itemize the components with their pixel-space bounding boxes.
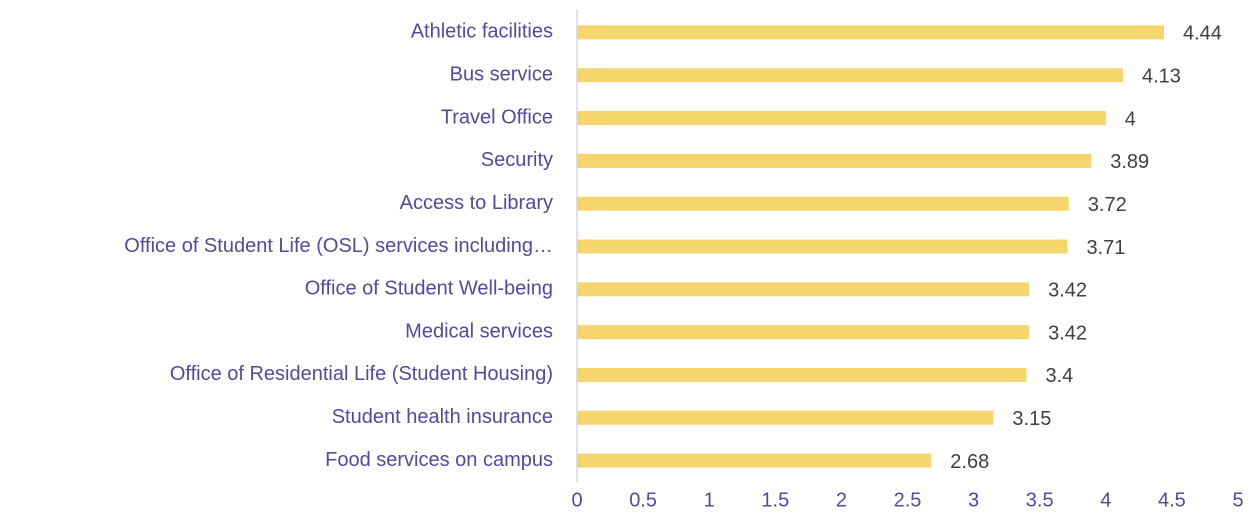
bar: [577, 367, 1027, 382]
value-label: 4.13: [1142, 66, 1181, 88]
x-tick-label: 3: [968, 489, 979, 511]
x-tick-label: 3.5: [1026, 489, 1054, 511]
x-tick-label: 1: [704, 489, 715, 511]
bar: [577, 153, 1092, 168]
y-tick-label: Medical services: [405, 320, 553, 342]
y-tick-label: Office of Student Well-being: [305, 278, 553, 300]
x-tick-label: 5: [1232, 489, 1243, 511]
y-tick-label: Food services on campus: [325, 449, 553, 471]
bar: [577, 282, 1030, 297]
value-label: 3.4: [1045, 365, 1073, 387]
bar: [577, 196, 1069, 211]
y-tick-label: Access to Library: [400, 192, 553, 214]
x-tick-label: 2: [836, 489, 847, 511]
bar: [577, 111, 1106, 126]
y-tick-label: Bus service: [450, 64, 553, 86]
bar: [577, 68, 1123, 83]
value-label: 3.89: [1110, 151, 1149, 173]
x-tick-label: 0: [571, 489, 582, 511]
bar: [577, 325, 1030, 340]
value-label: 3.42: [1048, 280, 1087, 302]
value-label: 3.71: [1086, 237, 1125, 259]
value-label: 2.68: [950, 451, 989, 473]
value-label: 3.72: [1088, 194, 1127, 216]
value-label: 4: [1125, 108, 1136, 130]
bar: [577, 25, 1164, 40]
y-tick-label: Security: [481, 149, 553, 171]
value-label: 4.44: [1183, 23, 1222, 45]
value-label: 3.42: [1048, 322, 1087, 344]
y-tick-label: Office of Student Life (OSL) services in…: [124, 235, 553, 257]
y-tick-label: Office of Residential Life (Student Hous…: [170, 363, 553, 385]
x-tick-label: 1.5: [761, 489, 789, 511]
y-tick-label: Student health insurance: [332, 406, 553, 428]
x-tick-label: 0.5: [629, 489, 657, 511]
bar: [577, 453, 932, 468]
x-tick-label: 2.5: [894, 489, 922, 511]
x-tick-label: 4.5: [1158, 489, 1186, 511]
value-label: 3.15: [1012, 408, 1051, 430]
y-tick-label: Athletic facilities: [411, 21, 553, 43]
y-tick-label: Travel Office: [441, 106, 553, 128]
x-tick-label: 4: [1100, 489, 1111, 511]
bar: [577, 239, 1068, 254]
bar: [577, 410, 994, 425]
